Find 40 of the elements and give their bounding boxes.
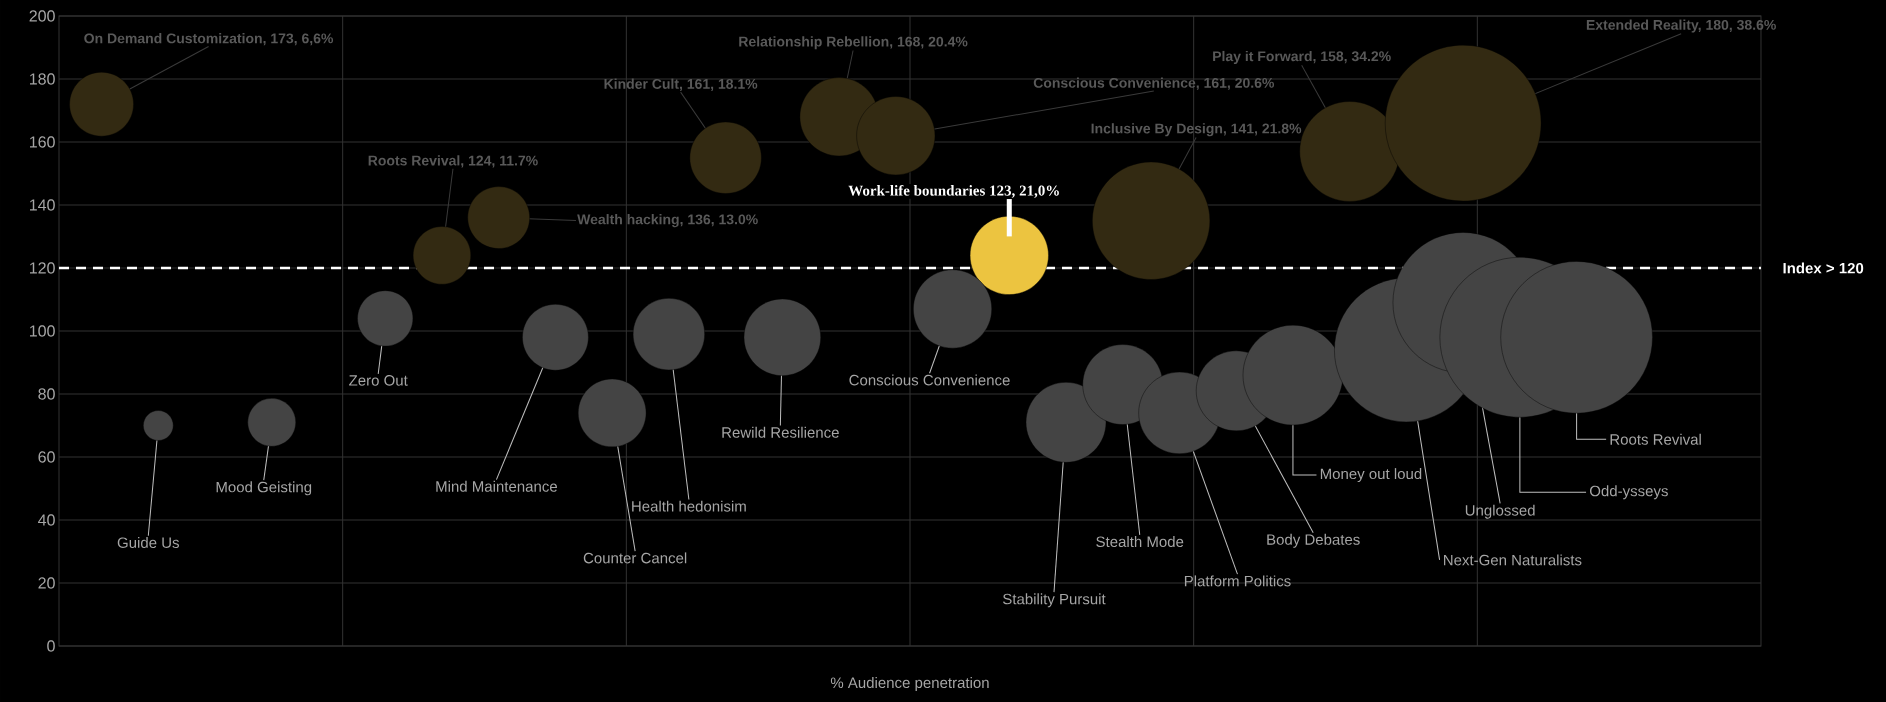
data-label: Kinder Cult, 161, 18.1% (604, 78, 758, 91)
data-label: Conscious Convenience, 161, 20.6% (1033, 77, 1275, 90)
data-label: Roots Revival, 124, 11.7% (368, 155, 538, 168)
data-label: Counter Cancel (583, 552, 687, 564)
data-label: Mind Maintenance (436, 480, 557, 492)
y-tick-label: 120 (30, 262, 55, 274)
data-label: Stability Pursuit (1003, 593, 1106, 608)
data-label: Health hedonisim (632, 500, 746, 512)
data-label: Play it Forward, 158, 34.2% (1213, 50, 1391, 64)
data-label: Roots Revival (1610, 433, 1701, 445)
ref-line-label: Index > 120 (1783, 262, 1864, 274)
data-label: Relationship Rebellion, 168, 20.4% (739, 36, 968, 50)
data-label: Rewild Resilience (722, 426, 839, 438)
y-tick-label: 0 (47, 640, 55, 652)
data-label: Mood Geisting (216, 481, 312, 496)
data-label: Next-Gen Naturalists (1444, 554, 1582, 566)
data-label: Zero Out (349, 375, 408, 386)
y-tick-label: 180 (30, 73, 55, 85)
y-tick-label: 200 (29, 10, 55, 22)
y-tick-label: 100 (30, 325, 55, 337)
data-label: Inclusive By Design, 141, 21.8% (1091, 123, 1302, 137)
data-label: Guide Us (117, 536, 179, 548)
data-label: On Demand Customization, 173, 6,6% (84, 33, 334, 46)
data-label: Extended Reality, 180, 38.6% (1586, 19, 1776, 33)
data-label: Unglossed (1465, 504, 1535, 519)
x-axis-title: % Audience penetration (830, 677, 989, 691)
data-label: Stealth Mode (1096, 536, 1184, 548)
data-label: Conscious Convenience (849, 374, 1010, 386)
data-label: Wealth hacking, 136, 13.0% (577, 214, 758, 228)
data-label: Body Debates (1267, 533, 1360, 548)
y-tick-label: 80 (38, 388, 55, 400)
data-label: Money out loud (1320, 468, 1422, 483)
y-tick-label: 40 (38, 514, 55, 526)
y-tick-label: 20 (38, 577, 55, 589)
y-tick-label: 140 (30, 199, 55, 211)
y-tick-label: 60 (38, 451, 55, 463)
data-label: Platform Politics (1184, 575, 1291, 587)
data-label: Odd-ysseys (1589, 485, 1668, 500)
data-label: Work-life boundaries 123, 21,0% (848, 184, 1059, 198)
y-tick-label: 160 (30, 136, 55, 148)
